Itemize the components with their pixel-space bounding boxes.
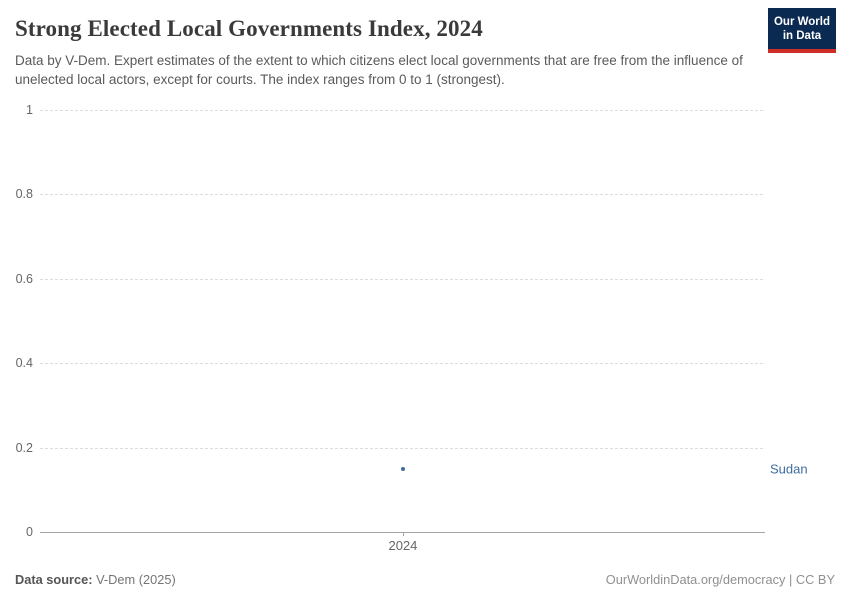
y-gridline xyxy=(40,194,763,196)
chart-title: Strong Elected Local Governments Index, … xyxy=(15,16,483,41)
chart-subtitle: Data by V-Dem. Expert estimates of the e… xyxy=(15,53,743,87)
y-gridline xyxy=(40,110,763,111)
y-gridline xyxy=(40,278,763,280)
entity-label-sudan[interactable]: Sudan xyxy=(770,461,808,477)
x-tick-mark xyxy=(402,532,404,536)
data-source-note: Data source: V-Dem (2025) xyxy=(15,572,176,587)
data-source-label: Data source: xyxy=(15,572,93,587)
x-axis-line xyxy=(40,532,765,533)
attribution-link[interactable]: OurWorldinData.org/democracy | CC BY xyxy=(605,572,835,587)
x-tick-label: 2024 xyxy=(388,538,418,553)
owid-logo[interactable]: Our World in Data xyxy=(768,8,836,54)
y-tick-label: 0.4 xyxy=(15,356,33,371)
y-tick-label: 0.2 xyxy=(15,440,33,455)
chart-footer: Data source: V-Dem (2025) OurWorldinData… xyxy=(15,572,835,587)
y-tick-label: 0.6 xyxy=(15,271,33,286)
data-source-value: V-Dem (2025) xyxy=(92,572,176,587)
data-point-sudan[interactable] xyxy=(400,466,405,471)
y-tick-label: 1 xyxy=(26,103,33,117)
y-tick-label: 0.8 xyxy=(15,187,33,202)
y-gridline xyxy=(40,447,763,449)
scatter-plot[interactable]: 0 0.2 0.4 0.6 0.8 1 2024 Sudan xyxy=(16,103,808,553)
y-gridline xyxy=(40,363,763,365)
y-tick-label: 0 xyxy=(26,525,33,539)
owid-logo-line1: Our World xyxy=(773,16,830,28)
owid-logo-line2: in Data xyxy=(782,30,822,43)
